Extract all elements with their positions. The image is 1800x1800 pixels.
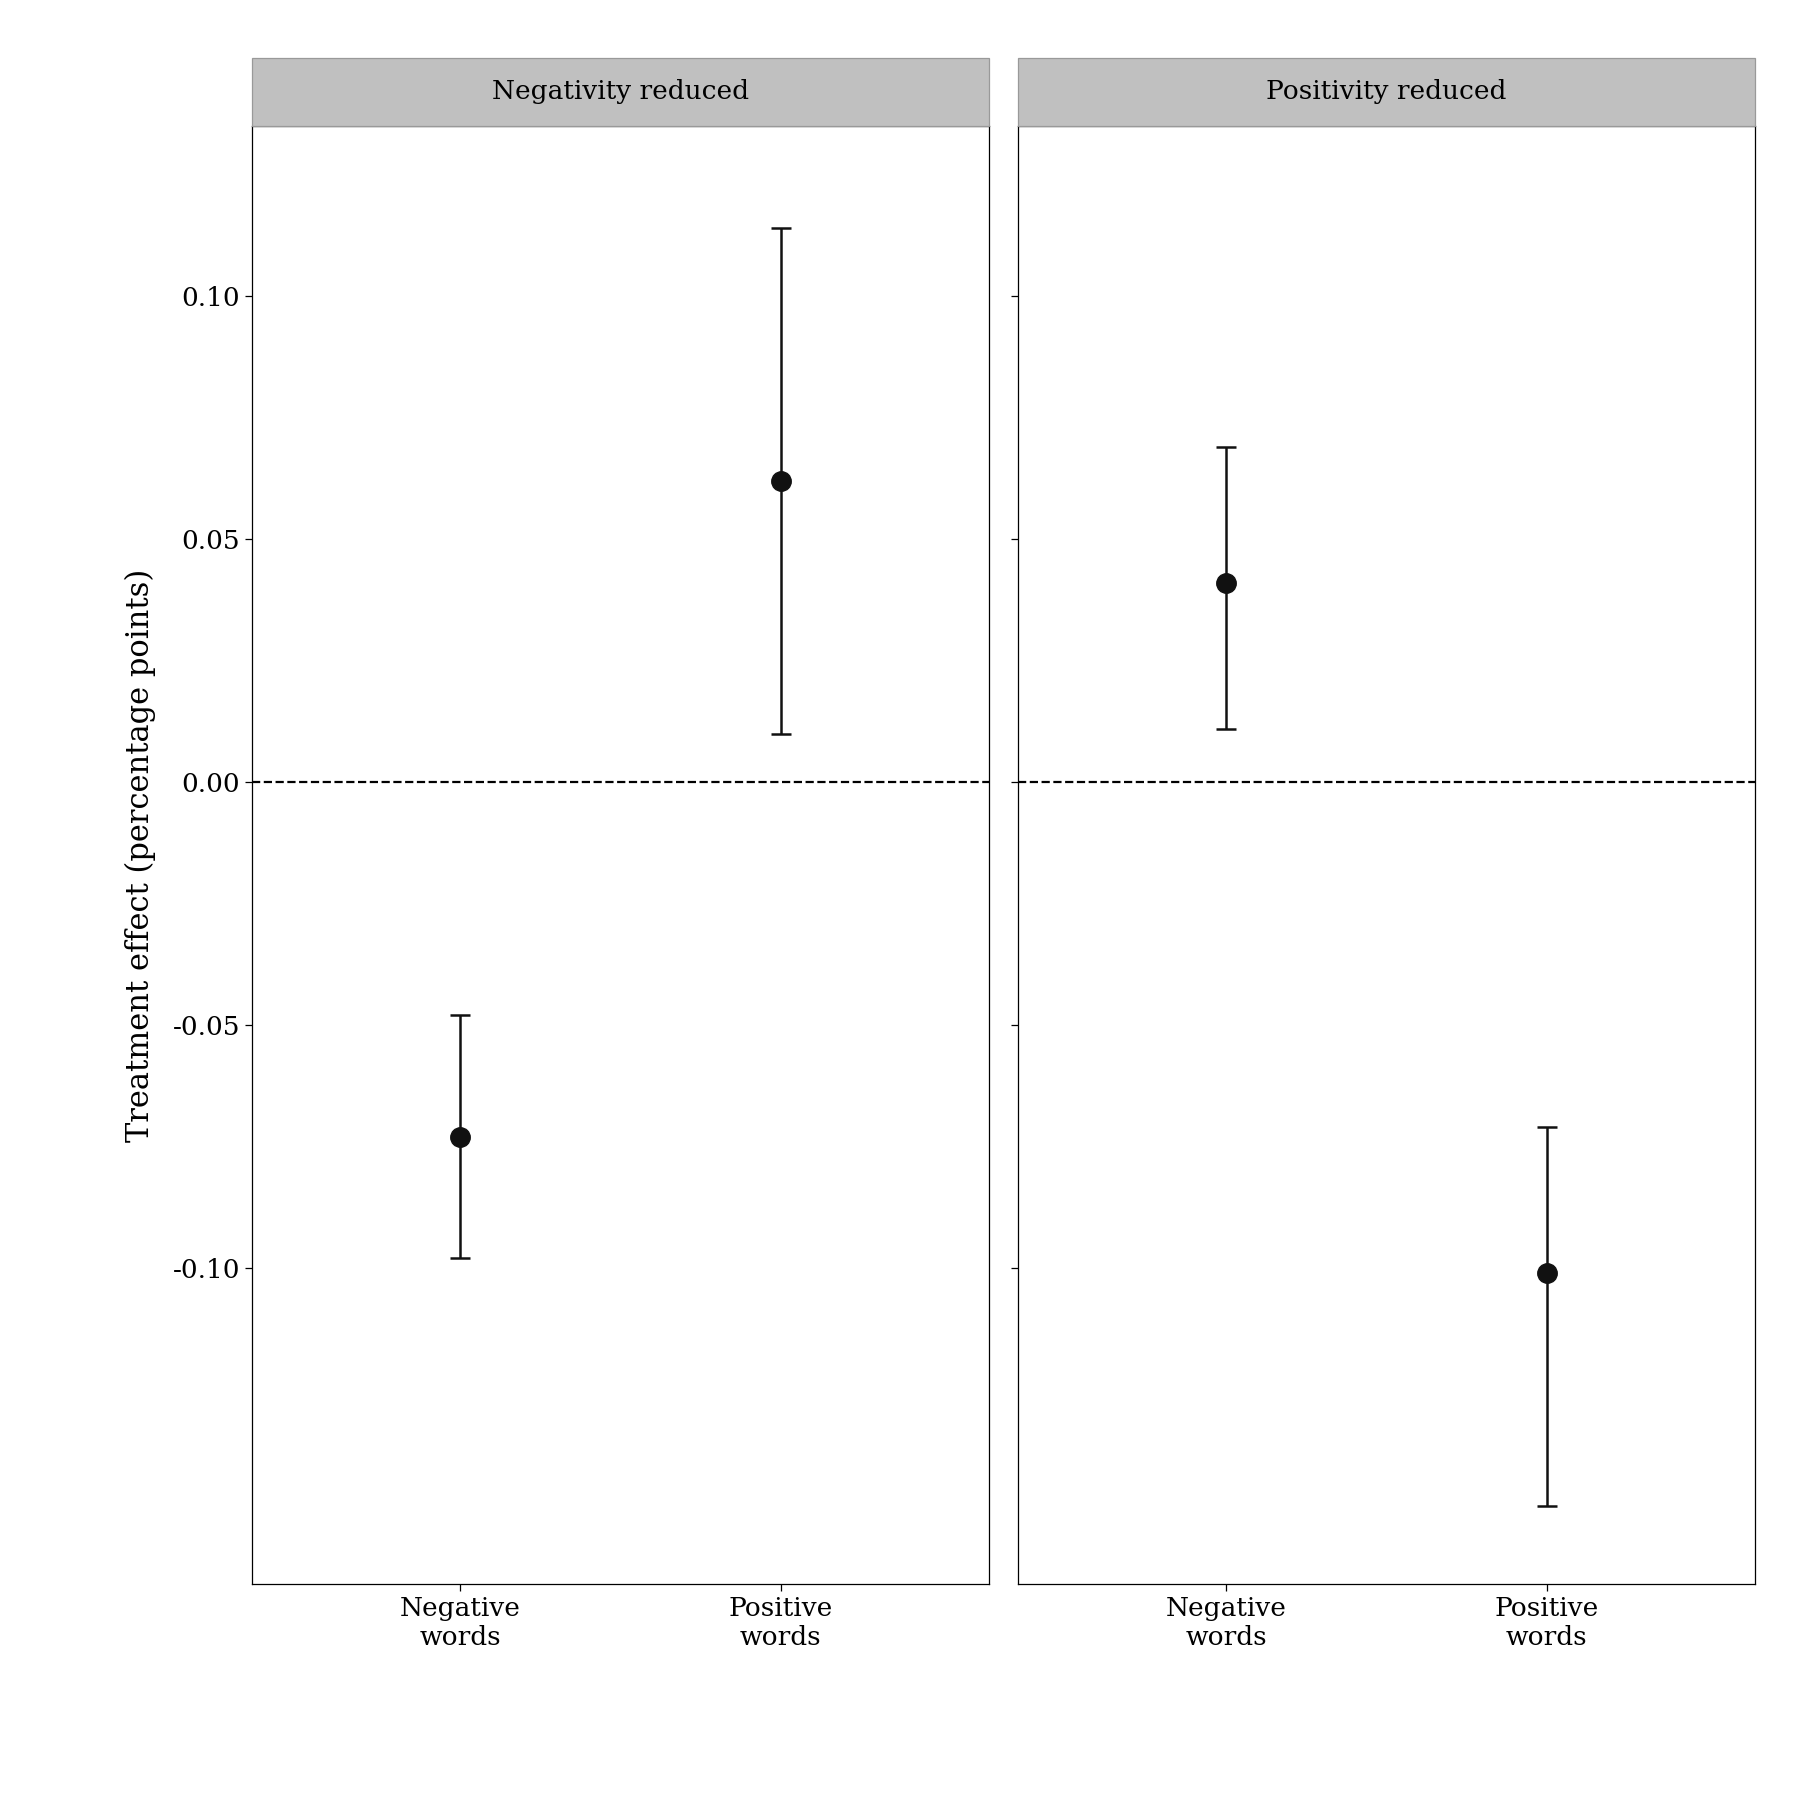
Text: Positivity reduced: Positivity reduced [1267, 79, 1507, 104]
Y-axis label: Treatment effect (percentage points): Treatment effect (percentage points) [124, 569, 157, 1141]
Text: Negativity reduced: Negativity reduced [491, 79, 749, 104]
